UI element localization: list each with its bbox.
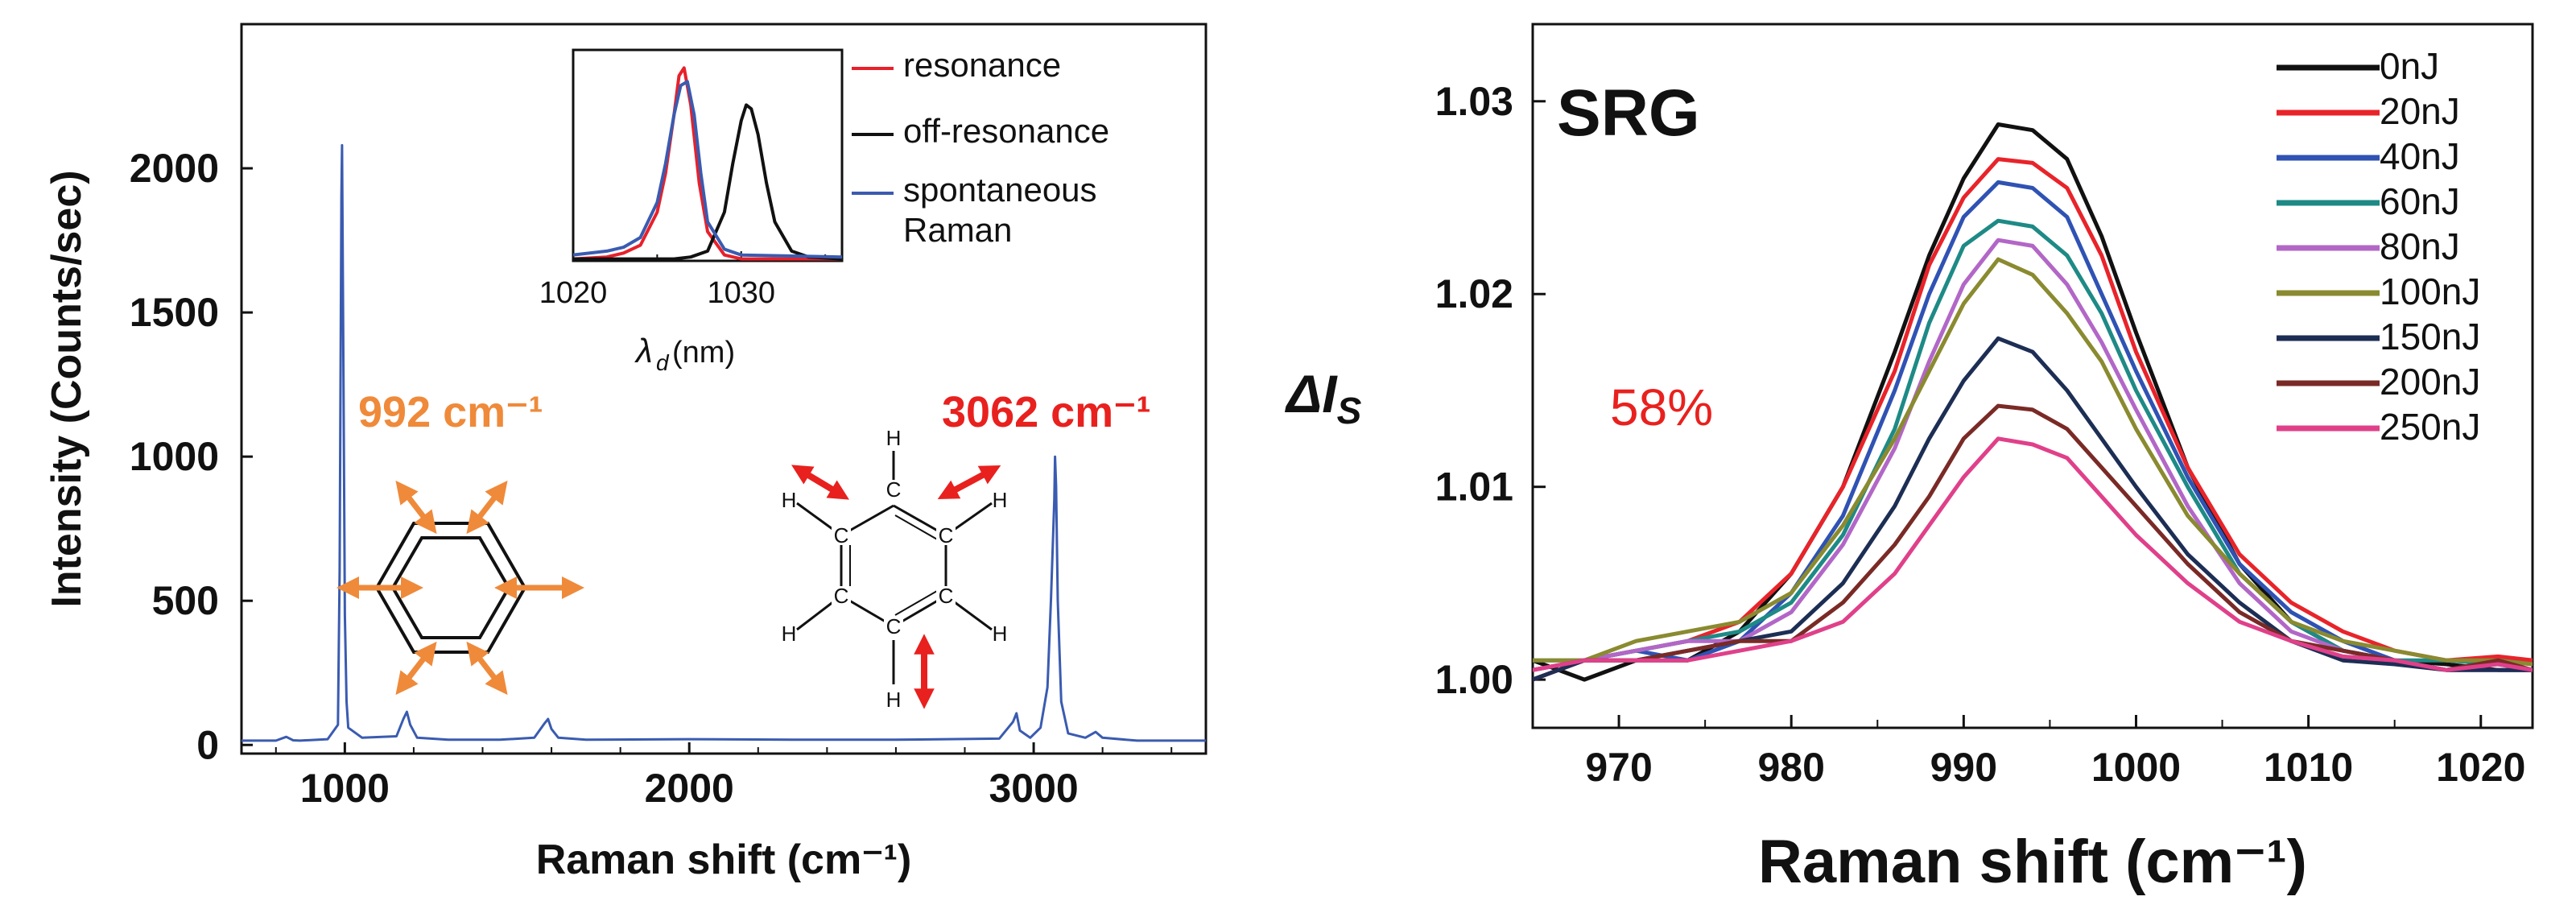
x-tick-label: 980 <box>1757 745 1824 790</box>
atom-label: H <box>886 688 902 712</box>
benzene-ring-diagram <box>336 480 584 696</box>
raman-spectrum-panel: 1000 2000 3000 0 500 1000 1500 2000 Intensity (… <box>43 23 1208 883</box>
atom-label: H <box>782 622 797 646</box>
atom-label: C <box>834 584 849 608</box>
inset-panel: 1020 1030 λ d (nm) resonance off-resonance… <box>539 46 1109 375</box>
inset-x-tick-label: 1020 <box>539 276 608 310</box>
inset-xlabel: λ d (nm) <box>634 332 735 375</box>
plot-c-ticks: 970 980 990 1000 1010 1020 1.00 1.01 1.02 1.03 <box>1435 79 2526 790</box>
series-line <box>1533 436 2533 672</box>
y-tick-label: 500 <box>152 578 219 623</box>
inset-ticks: 1020 1030 <box>539 251 827 310</box>
inset-series-line <box>573 66 842 261</box>
x-tick-label: 3000 <box>989 766 1078 811</box>
y-tick-label: 2000 <box>130 146 219 191</box>
y-tick-label: 1.01 <box>1435 465 1513 510</box>
y-tick-label: 1.00 <box>1435 657 1513 702</box>
vibration-arrow <box>395 480 437 535</box>
legend-label: 150nJ <box>2380 316 2480 357</box>
bond <box>894 590 938 616</box>
legend-label: 20nJ <box>2380 90 2460 132</box>
y-tick-label: 1000 <box>130 434 219 479</box>
legend-label: spontaneous Raman <box>903 171 1097 249</box>
series-line <box>1533 257 2533 667</box>
legend-label: 40nJ <box>2380 135 2460 177</box>
atom-bg <box>936 526 956 545</box>
legend-label: 80nJ <box>2380 225 2460 267</box>
atom-bg <box>884 480 903 499</box>
lambda-subscript: d <box>656 350 670 375</box>
inset-series <box>573 66 842 261</box>
series-line <box>1533 180 2533 672</box>
atom-label: H <box>993 488 1008 512</box>
legend-label: resonance <box>903 46 1061 84</box>
atom-label: C <box>939 523 954 547</box>
inset-series-line <box>573 80 842 259</box>
vibration-arrow <box>791 465 849 500</box>
atom-bg <box>936 586 956 605</box>
vibration-arrow <box>937 465 1001 500</box>
y-axis-title-a: Intensity (Counts/sec) <box>43 170 90 607</box>
legend-label: 0nJ <box>2380 45 2439 87</box>
inset-legend: resonance off-resonance spontaneous Raman <box>852 46 1109 249</box>
atom-label: C <box>886 614 902 638</box>
x-tick-label: 970 <box>1585 745 1652 790</box>
atom-label: C <box>886 477 902 502</box>
atom-label: H <box>782 488 797 512</box>
plot-a-series <box>242 143 1206 742</box>
plot-c-frame <box>1531 23 2534 729</box>
series-line <box>1533 403 2533 672</box>
legend-label: 60nJ <box>2380 180 2460 222</box>
y-tick-label: 1.02 <box>1435 271 1513 316</box>
y-axis-title-c: ΔIS <box>1284 364 1362 432</box>
vibration-arrow <box>466 641 508 696</box>
y-tick-label: 1.03 <box>1435 79 1513 124</box>
atom-bg <box>832 586 851 605</box>
bond <box>894 514 939 541</box>
vibration-arrow <box>395 641 437 696</box>
legend-label: 200nJ <box>2380 361 2480 403</box>
x-tick-label: 990 <box>1930 745 1997 790</box>
annotation-992: 992 cm⁻¹ <box>358 388 543 436</box>
x-axis-title-a: Raman shift (cm⁻¹) <box>536 837 912 883</box>
x-tick-label: 1020 <box>2436 745 2525 790</box>
atom-bg <box>884 617 903 636</box>
x-tick-label: 1000 <box>300 766 390 811</box>
annotation-3062: 3062 cm⁻¹ <box>942 388 1151 436</box>
legend-label: 100nJ <box>2380 271 2480 312</box>
spectrum-line <box>242 143 1206 742</box>
x-tick-label: 1000 <box>2091 745 2181 790</box>
lambda-symbol: λ <box>634 332 653 370</box>
plot-a-frame <box>240 23 1208 755</box>
x-tick-label: 2000 <box>645 766 734 811</box>
x-tick-label: 1010 <box>2264 745 2353 790</box>
x-axis-title-c: Raman shift (cm⁻¹) <box>1758 828 2307 896</box>
y-tick-label: 1500 <box>130 290 219 335</box>
atom-label: C <box>939 584 954 608</box>
atom-label: C <box>834 523 849 547</box>
legend-label: off-resonance <box>903 112 1109 150</box>
atom-label: H <box>993 622 1008 646</box>
percent-annotation: 58% <box>1610 378 1713 436</box>
vibration-arrow <box>466 480 508 535</box>
inset-series-line <box>573 103 842 261</box>
plot-c-series <box>1533 122 2533 682</box>
legend-label: 250nJ <box>2380 406 2480 448</box>
plot-a-ticks: 1000 2000 3000 0 500 1000 1500 2000 <box>130 146 1173 811</box>
srg-title: SRG <box>1557 76 1700 150</box>
benzene-structure-diagram: C C C C C C H H H H H H <box>782 426 1008 712</box>
series-line <box>1533 157 2533 682</box>
srg-panel: 970 980 990 1000 1010 1020 1.00 1.01 1.02 1.03 0n… <box>1284 23 2534 896</box>
y-tick-label: 0 <box>196 722 219 767</box>
inset-xlabel-unit: (nm) <box>672 336 735 370</box>
inset-x-tick-label: 1030 <box>707 276 775 310</box>
atom-bg <box>832 526 851 545</box>
atom-label: H <box>886 426 902 450</box>
